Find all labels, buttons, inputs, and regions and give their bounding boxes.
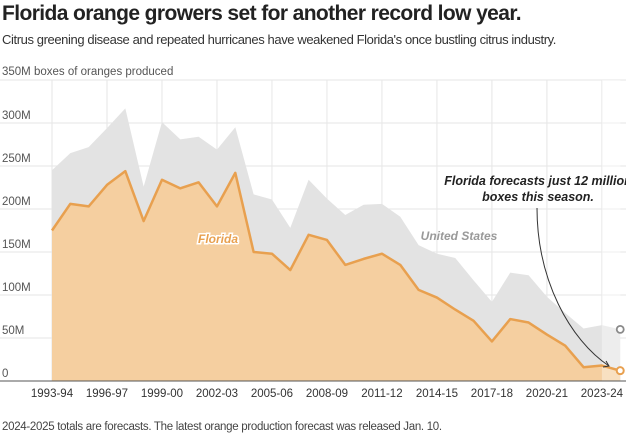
y-tick-label: 200M bbox=[2, 196, 31, 208]
series-label-united-states: United States bbox=[421, 229, 498, 243]
x-tick-label: 2023-24 bbox=[581, 388, 624, 400]
x-tick-label: 1999-00 bbox=[141, 388, 183, 400]
y-tick-label: 150M bbox=[2, 239, 31, 251]
area-florida bbox=[52, 171, 621, 381]
marker-florida-forecast bbox=[615, 366, 625, 376]
x-tick-label: 2008-09 bbox=[306, 388, 348, 400]
x-tick-label: 2011-12 bbox=[361, 388, 402, 400]
forecast-shade bbox=[601, 80, 621, 381]
y-tick-labels: 0 50M 100M 150M 200M 250M 300M bbox=[2, 110, 31, 380]
marker-united-states-forecast bbox=[615, 324, 625, 334]
chart-subtitle: Citrus greening disease and repeated hur… bbox=[2, 32, 557, 47]
x-tick-label: 2020-21 bbox=[526, 388, 568, 400]
end-markers bbox=[615, 324, 625, 376]
y-axis-label: 350M boxes of oranges produced bbox=[2, 66, 173, 78]
x-tick-label: 2014-15 bbox=[416, 388, 458, 400]
y-tick-label: 250M bbox=[2, 153, 31, 165]
annotation-line-2: boxes this season. bbox=[482, 190, 594, 204]
x-tick-label: 1993-94 bbox=[31, 388, 74, 400]
areas bbox=[0, 80, 626, 382]
y-tick-label: 50M bbox=[2, 325, 24, 337]
footer-note: 2024-2025 totals are forecasts. The late… bbox=[2, 421, 442, 433]
annotation-arrowhead bbox=[602, 360, 610, 368]
y-tick-label: 300M bbox=[2, 110, 31, 122]
line-florida bbox=[50, 169, 621, 372]
y-tick-label: 0 bbox=[2, 368, 8, 380]
x-tick-label: 2002-03 bbox=[196, 388, 238, 400]
series-label-florida: Florida bbox=[198, 232, 238, 246]
x-tick-labels: 1993-94 1996-97 1999-00 2002-03 2005-06 2008-… bbox=[31, 388, 624, 400]
x-tick-label: 2017-18 bbox=[471, 388, 513, 400]
annotation-arrow bbox=[536, 207, 610, 367]
x-tick-label: 1996-97 bbox=[86, 388, 128, 400]
chart-title: Florida orange growers set for another r… bbox=[2, 2, 522, 25]
y-tick-label: 100M bbox=[2, 282, 31, 294]
annotation-line-1: Florida forecasts just 12 million bbox=[444, 174, 626, 188]
x-tick-label: 2005-06 bbox=[251, 388, 293, 400]
